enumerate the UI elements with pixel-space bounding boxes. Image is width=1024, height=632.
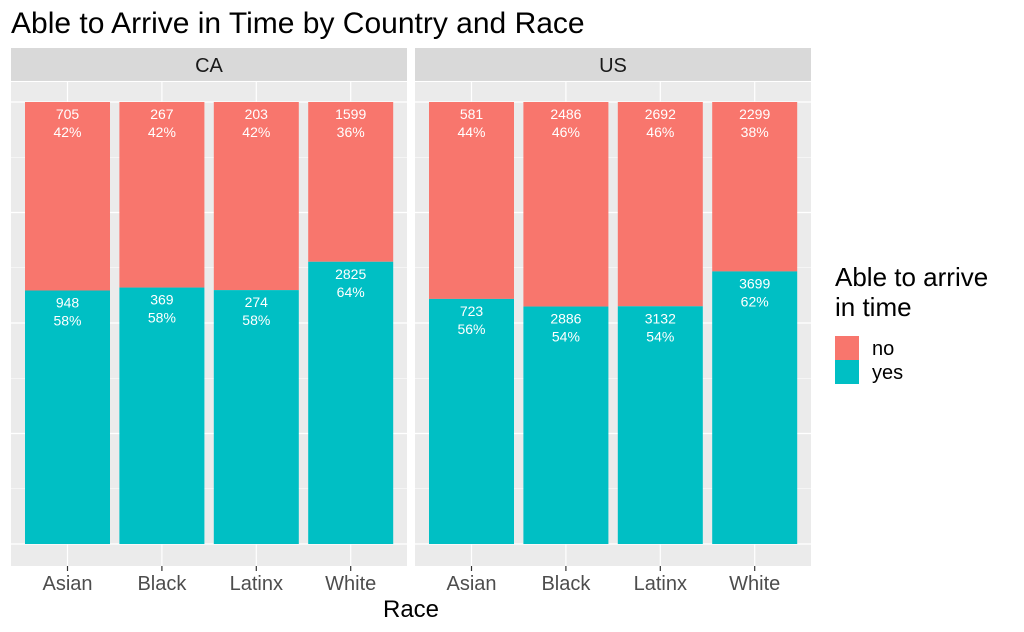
facet-panels: CA 705 42% 948 58% Asian 267 42% 369 58% Black 203 4… bbox=[11, 48, 811, 595]
bar-label-no-count: 705 bbox=[56, 106, 80, 122]
bar-segment-no bbox=[308, 102, 394, 262]
bar-label-yes-percent: 64% bbox=[337, 284, 365, 300]
legend-label-no: no bbox=[872, 338, 894, 360]
bar-segment-no bbox=[25, 102, 110, 291]
bar-label-no-percent: 42% bbox=[242, 124, 270, 140]
bar-group-asian: 581 44% 723 56% Asian bbox=[429, 102, 514, 595]
bar-segment-yes bbox=[119, 287, 205, 544]
x-tick-label: Black bbox=[137, 573, 187, 595]
bar-label-no-count: 2486 bbox=[550, 106, 581, 122]
bar-label-yes-percent: 58% bbox=[242, 312, 270, 328]
bar-group-latinx: 203 42% 274 58% Latinx bbox=[213, 102, 299, 595]
x-tick-label: White bbox=[325, 573, 376, 595]
bar-group-latinx: 2692 46% 3132 54% Latinx bbox=[617, 102, 703, 595]
bar-label-no-count: 203 bbox=[245, 106, 269, 122]
bar-segment-no bbox=[213, 102, 299, 291]
legend-title: Able to arrive bbox=[835, 262, 988, 292]
bar-label-yes-count: 369 bbox=[150, 292, 174, 308]
facet-panel-ca: CA 705 42% 948 58% Asian 267 42% 369 58% Black 203 4… bbox=[11, 48, 407, 595]
bar-label-yes-percent: 54% bbox=[646, 328, 674, 344]
bar-label-no-percent: 36% bbox=[337, 124, 365, 140]
bar-label-no-count: 1599 bbox=[335, 106, 366, 122]
facet-strip-label: US bbox=[599, 55, 627, 77]
bar-label-no-percent: 42% bbox=[148, 124, 176, 140]
bar-segment-yes bbox=[25, 290, 110, 544]
facet-strip bbox=[11, 48, 407, 81]
bar-label-yes-count: 2825 bbox=[335, 266, 366, 282]
bar-group-black: 267 42% 369 58% Black bbox=[119, 102, 205, 595]
bar-group-asian: 705 42% 948 58% Asian bbox=[25, 102, 110, 595]
bar-label-yes-percent: 62% bbox=[741, 293, 769, 309]
bar-segment-yes bbox=[429, 298, 514, 544]
x-tick-label: Latinx bbox=[230, 573, 283, 595]
bar-label-no-percent: 38% bbox=[741, 124, 769, 140]
facet-panel-us: US 581 44% 723 56% Asian 2486 46% 2886 54% Black 26… bbox=[415, 48, 811, 595]
bar-segment-yes bbox=[213, 290, 299, 544]
bar-segment-yes bbox=[617, 306, 703, 544]
x-axis-title: Race bbox=[383, 596, 439, 623]
bar-group-white: 1599 36% 2825 64% White bbox=[308, 102, 394, 595]
bar-label-yes-percent: 54% bbox=[552, 329, 580, 345]
x-tick-label: Asian bbox=[42, 573, 92, 595]
bar-segment-no bbox=[712, 102, 798, 272]
bar-label-no-percent: 46% bbox=[646, 124, 674, 140]
facet-strip-label: CA bbox=[195, 55, 223, 77]
bar-label-no-percent: 42% bbox=[53, 124, 81, 140]
bar-segment-yes bbox=[523, 306, 609, 544]
bar-label-yes-percent: 56% bbox=[457, 321, 485, 337]
bar-segment-no bbox=[617, 102, 703, 307]
legend-key-yes bbox=[835, 360, 859, 384]
bar-label-yes-count: 3132 bbox=[645, 310, 676, 326]
bar-label-no-percent: 44% bbox=[457, 124, 485, 140]
x-tick-label: Black bbox=[541, 573, 591, 595]
bar-label-yes-count: 723 bbox=[460, 303, 484, 319]
bar-group-black: 2486 46% 2886 54% Black bbox=[523, 102, 609, 595]
bar-segment-no bbox=[119, 102, 205, 288]
bar-label-no-count: 267 bbox=[150, 106, 174, 122]
x-tick-label: Asian bbox=[446, 573, 496, 595]
legend-label-yes: yes bbox=[872, 362, 903, 384]
chart-title: Able to Arrive in Time by Country and Ra… bbox=[11, 7, 585, 40]
bar-label-yes-count: 948 bbox=[56, 295, 80, 311]
bar-label-yes-percent: 58% bbox=[53, 313, 81, 329]
bar-segment-no bbox=[429, 102, 514, 299]
bar-label-no-count: 2692 bbox=[645, 106, 676, 122]
bar-label-no-count: 2299 bbox=[739, 106, 770, 122]
bar-label-no-count: 581 bbox=[460, 106, 484, 122]
bar-segment-yes bbox=[712, 271, 798, 544]
x-tick-label: Latinx bbox=[634, 573, 687, 595]
x-tick-label: White bbox=[729, 573, 780, 595]
bar-label-yes-count: 274 bbox=[245, 294, 269, 310]
bar-label-yes-count: 3699 bbox=[739, 275, 770, 291]
bar-label-yes-count: 2886 bbox=[550, 311, 581, 327]
bar-segment-no bbox=[523, 102, 609, 307]
facet-strip bbox=[415, 48, 811, 81]
bar-group-white: 2299 38% 3699 62% White bbox=[712, 102, 798, 595]
bar-label-no-percent: 46% bbox=[552, 124, 580, 140]
legend-title: in time bbox=[835, 292, 912, 322]
bar-segment-yes bbox=[308, 261, 394, 544]
legend-key-no bbox=[835, 336, 859, 360]
bar-label-yes-percent: 58% bbox=[148, 310, 176, 326]
